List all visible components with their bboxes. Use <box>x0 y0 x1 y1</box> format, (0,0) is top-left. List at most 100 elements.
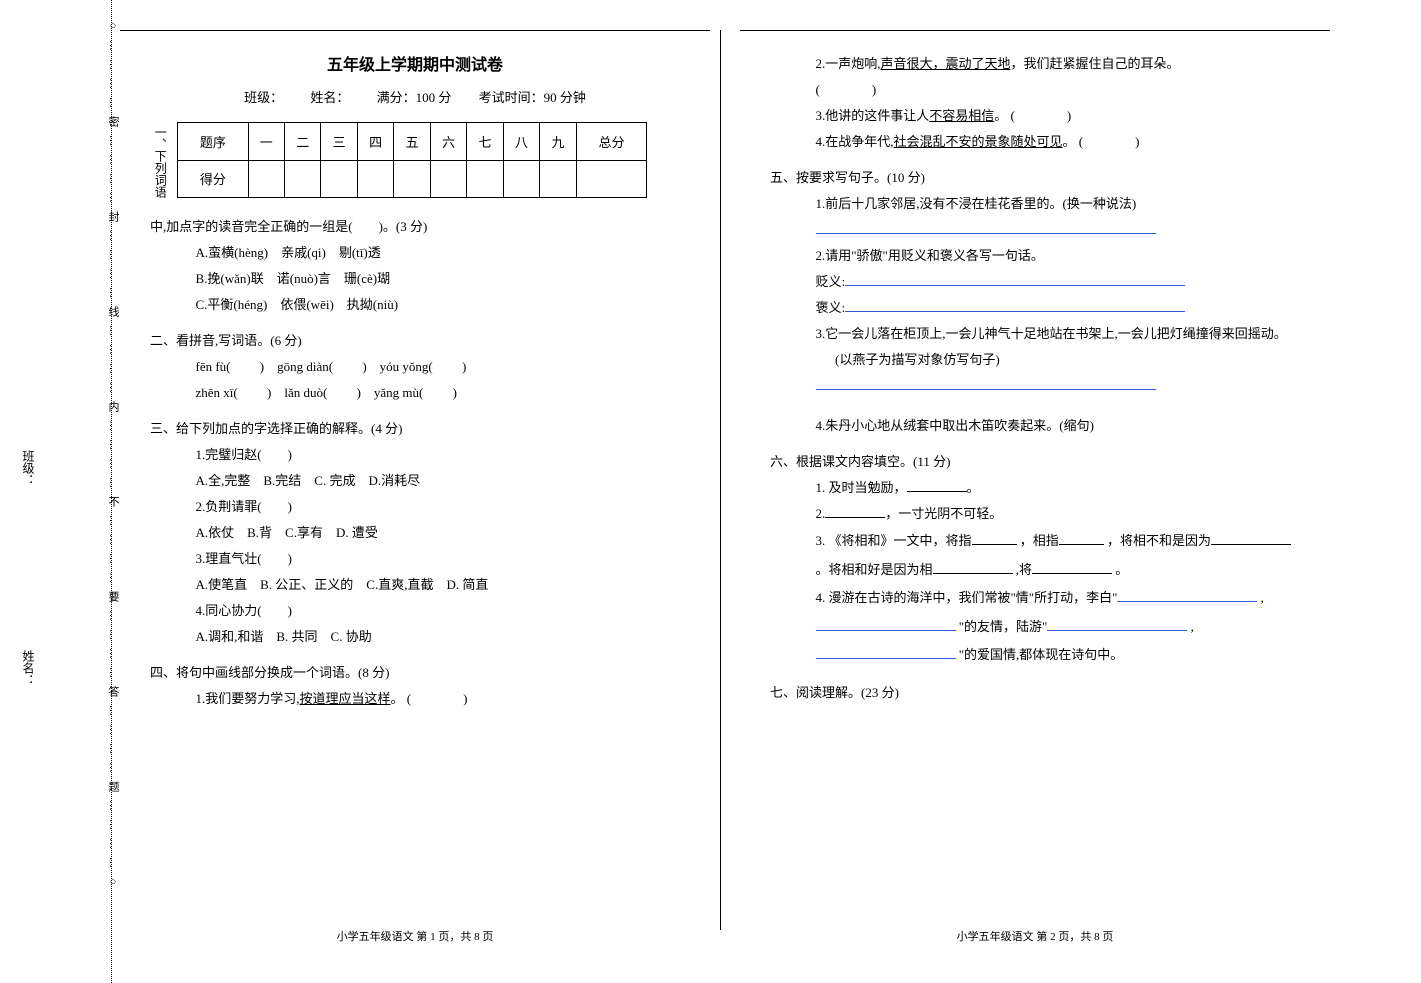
txt: ) lǎn duò( <box>267 385 327 400</box>
cell <box>284 160 320 198</box>
q1-optC: C.平衡(héng) 依偎(wēi) 执拗(niù) <box>150 292 680 318</box>
fill-blank[interactable] <box>1059 532 1104 545</box>
txt: 褒义: <box>816 300 846 315</box>
binding-margin: 班级： 姓名： ○…………密…………封…………线…………内…………不…………要…… <box>0 0 112 983</box>
txt: ，我们赶紧握住自己的耳朵。 <box>1011 56 1180 71</box>
q7: 七、阅读理解。(23 分) <box>770 680 1300 706</box>
txt: ，相指 <box>1020 533 1059 548</box>
col: 三 <box>321 123 357 161</box>
binding-name-label: 姓名： <box>20 650 37 686</box>
q3-4: 4.同心协力( ) <box>150 598 680 624</box>
q6-3: 3. 《将相和》一文中，将指 ，相指 ，将相不和是因为 。将相和好是因为相 ,将… <box>770 527 1300 584</box>
row-header: 得分 <box>178 160 248 198</box>
col: 总分 <box>576 123 646 161</box>
fill-blank[interactable] <box>1117 589 1257 602</box>
answer-line[interactable] <box>816 377 1156 390</box>
cell <box>394 160 430 198</box>
q3-heading: 三、给下列加点的字选择正确的解释。(4 分) <box>150 416 680 442</box>
page-2-footer: 小学五年级语文 第 2 页，共 8 页 <box>740 928 1330 944</box>
txt: ) <box>462 359 466 374</box>
txt: ,将 <box>1016 562 1032 577</box>
q3-4-opts: A.调和,和谐 B. 共同 C. 协助 <box>150 624 680 650</box>
txt: "的爱国情,都体现在诗句中。 <box>959 647 1124 662</box>
fill-blank[interactable] <box>1211 532 1291 545</box>
row-header: 题序 <box>178 123 248 161</box>
cell <box>430 160 466 198</box>
q5-1-blank <box>770 217 1300 243</box>
txt: 。将相和好是因为相 <box>816 562 933 577</box>
fill-blank[interactable] <box>972 532 1017 545</box>
txt: ，将相不和是因为 <box>1107 533 1211 548</box>
fill-blank[interactable] <box>825 505 885 518</box>
txt: zhēn xī( <box>196 385 238 400</box>
q5-3-blank <box>770 373 1300 399</box>
underlined: 不容易相信 <box>929 108 994 123</box>
txt: 2.一声炮响, <box>816 56 881 71</box>
q4-1: 1.我们要努力学习,按道理应当这样。 ( ) <box>150 686 680 712</box>
txt: "的友情，陆游" <box>959 619 1048 634</box>
spacer <box>770 399 1300 413</box>
col: 二 <box>284 123 320 161</box>
txt: ) gōng diàn( <box>260 359 333 374</box>
txt: 。 <box>967 480 980 495</box>
q4-2b: ( ) <box>770 77 1300 103</box>
txt: fēn fù( <box>196 359 231 374</box>
exam-title: 五年级上学期期中测试卷 <box>150 51 680 75</box>
q6-1: 1. 及时当勉励，。 <box>770 475 1300 501</box>
table-row: 得分 <box>178 160 647 198</box>
q2-line1: fēn fù( ) gōng diàn( ) yóu yǒng( ) <box>150 354 680 380</box>
answer-line[interactable] <box>816 221 1156 234</box>
answer-line[interactable] <box>845 299 1185 312</box>
txt: 1.我们要努力学习, <box>196 691 300 706</box>
cell <box>540 160 576 198</box>
q5-heading: 五、按要求写句子。(10 分) <box>770 165 1300 191</box>
q1-optA: A.蛮横(hèng) 亲戚(qi) 剔(tī)透 <box>150 240 680 266</box>
q4: 四、将句中画线部分换成一个词语。(8 分) 1.我们要努力学习,按道理应当这样。… <box>150 660 680 712</box>
cell <box>576 160 646 198</box>
q2-heading: 二、看拼音,写词语。(6 分) <box>150 328 680 354</box>
fullmark-label: 满分：100 分 <box>377 90 452 105</box>
fill-blank[interactable] <box>933 561 1013 574</box>
col: 四 <box>357 123 393 161</box>
class-label: 班级： <box>244 90 283 105</box>
q2: 二、看拼音,写词语。(6 分) fēn fù( ) gōng diàn( ) y… <box>150 328 680 406</box>
fill-blank[interactable] <box>1032 561 1112 574</box>
col: 九 <box>540 123 576 161</box>
txt: 。 ( ) <box>1063 134 1140 149</box>
txt: 。 ( ) <box>994 108 1071 123</box>
q5-2a: 贬义: <box>770 269 1300 295</box>
q3-1-opts: A.全,完整 B.完结 C. 完成 D.消耗尽 <box>150 468 680 494</box>
fill-blank[interactable] <box>816 618 956 631</box>
q6-2: 2.，一寸光阴不可轻。 <box>770 501 1300 527</box>
answer-line[interactable] <box>845 273 1185 286</box>
time-label: 考试时间：90 分钟 <box>479 90 586 105</box>
page-1-footer: 小学五年级语文 第 1 页，共 8 页 <box>120 928 710 944</box>
q1-optB: B.挽(wǎn)联 诺(nuò)言 珊(cè)瑚 <box>150 266 680 292</box>
col: 七 <box>467 123 503 161</box>
cell <box>321 160 357 198</box>
q3-2-opts: A.依仗 B.背 C.享有 D. 遭受 <box>150 520 680 546</box>
q6: 六、根据课文内容填空。(11 分) 1. 及时当勉励，。 2.，一寸光阴不可轻。… <box>770 449 1300 670</box>
q1: 中,加点字的读音完全正确的一组是( )。(3 分) A.蛮横(hèng) 亲戚(… <box>150 214 680 318</box>
q6-4: 4. 漫游在古诗的海洋中，我们常被"情"所打动，李白" , "的友情，陆游" ,… <box>770 584 1300 670</box>
exam-subheader: 班级： 姓名： 满分：100 分 考试时间：90 分钟 <box>150 87 680 106</box>
q3-1: 1.完璧归赵( ) <box>150 442 680 468</box>
q3: 三、给下列加点的字选择正确的解释。(4 分) 1.完璧归赵( ) A.全,完整 … <box>150 416 680 650</box>
txt: 4. 漫游在古诗的海洋中，我们常被"情"所打动，李白" <box>816 590 1118 605</box>
q4-cont: 2.一声炮响,声音很大，震动了天地，我们赶紧握住自己的耳朵。 ( ) 3.他讲的… <box>770 51 1300 155</box>
q4-2: 2.一声炮响,声音很大，震动了天地，我们赶紧握住自己的耳朵。 <box>770 51 1300 77</box>
col: 六 <box>430 123 466 161</box>
name-label: 姓名： <box>310 90 349 105</box>
fill-blank[interactable] <box>816 646 956 659</box>
q1-stem: 中,加点字的读音完全正确的一组是( )。(3 分) <box>150 214 680 240</box>
txt: , <box>1261 590 1264 605</box>
q4-3: 3.他讲的这件事让人不容易相信。 ( ) <box>770 103 1300 129</box>
txt: ) <box>453 385 457 400</box>
page-1: 五年级上学期期中测试卷 班级： 姓名： 满分：100 分 考试时间：90 分钟 … <box>120 30 710 950</box>
q4-heading: 四、将句中画线部分换成一个词语。(8 分) <box>150 660 680 686</box>
fill-blank[interactable] <box>907 479 967 492</box>
fill-blank[interactable] <box>1047 618 1187 631</box>
cell <box>467 160 503 198</box>
txt: 4.在战争年代, <box>816 134 894 149</box>
page-divider <box>720 30 721 930</box>
